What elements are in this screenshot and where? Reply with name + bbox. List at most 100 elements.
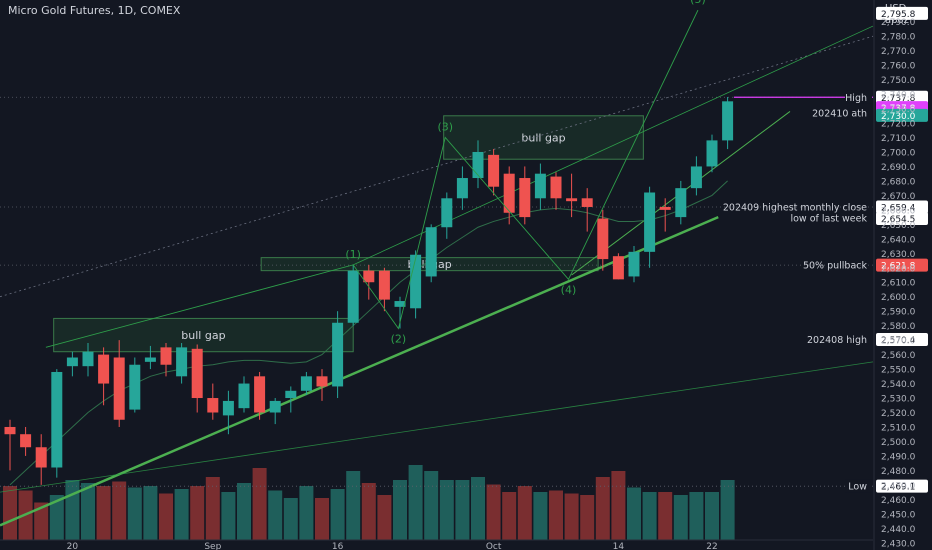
candle-body	[472, 151, 484, 179]
bull-gap-label: bull gap	[181, 329, 225, 342]
candle-body	[441, 198, 453, 228]
candle-body	[129, 364, 141, 410]
price-label-bg	[876, 479, 928, 493]
volume-bar	[65, 480, 80, 540]
candle-body	[706, 140, 718, 167]
volume-bar	[486, 484, 501, 540]
volume-bar	[361, 483, 376, 540]
price-tick-label: 2,580.0	[881, 322, 916, 332]
elliott-wave-path	[45, 9, 699, 348]
level-note-bg	[845, 90, 872, 104]
price-label-bg	[876, 258, 928, 272]
price-tick-label: 2,430.0	[881, 539, 916, 549]
volume-bar	[237, 483, 251, 540]
bull-gap-zone	[53, 317, 354, 353]
wave-label: (3)	[437, 121, 453, 134]
volume-bar	[190, 486, 205, 540]
bull-gap-label: bull gap	[521, 132, 565, 145]
volume-bar	[673, 495, 688, 540]
volume-bar	[346, 471, 361, 540]
price-tick-label: 2,460.0	[881, 496, 916, 506]
candle-body	[690, 166, 702, 189]
candle-body	[254, 376, 266, 413]
volume-bar	[517, 486, 532, 540]
price-label: 2,469.1	[881, 483, 915, 493]
price-tick-label: 2,440.0	[881, 525, 916, 535]
wave-label: (2)	[391, 333, 407, 346]
price-tick-label: 2,620.0	[881, 264, 916, 274]
volume-bar	[408, 465, 423, 540]
price-label: 2,737.8	[881, 94, 916, 104]
volume-bar	[112, 481, 127, 540]
time-tick-label: 14	[613, 542, 625, 550]
candle-body	[581, 198, 593, 207]
price-tick-label: 2,560.0	[881, 351, 916, 361]
price-tick-label: 2,490.0	[881, 452, 916, 462]
candle-body	[644, 192, 656, 252]
volume-bar	[549, 490, 563, 540]
level-note: 202408 high	[807, 335, 867, 346]
volume-bar	[221, 492, 236, 540]
candle-body	[488, 154, 500, 187]
candle-body	[425, 227, 437, 277]
volume-bar	[533, 492, 548, 540]
volume-bar	[424, 471, 439, 540]
level-note: Low	[848, 482, 867, 493]
candle-body	[628, 251, 640, 277]
price-tick-label: 2,680.0	[881, 177, 916, 187]
candle-body	[285, 390, 297, 399]
volume-bar	[580, 495, 595, 540]
price-tick-label: 2,570.0	[881, 337, 916, 347]
candle-body	[534, 173, 546, 199]
upper-dotted-channel	[0, 35, 874, 298]
volume-bar	[268, 490, 283, 540]
candle-body	[675, 188, 687, 218]
price-tick-label: 2,450.0	[881, 510, 916, 520]
wave-label: (4)	[561, 283, 577, 296]
volume-bar	[96, 486, 111, 540]
volume-bar	[393, 480, 407, 540]
price-tick-label: 2,530.0	[881, 395, 916, 405]
price-tick-label: 2,640.0	[881, 235, 916, 245]
volume-bar	[34, 502, 49, 540]
volume-bar	[205, 477, 220, 540]
volume-bar	[689, 492, 704, 540]
volume-bar	[315, 498, 329, 540]
volume-bar	[720, 480, 735, 540]
wave-label: (5)	[690, 0, 706, 6]
volume-bar	[439, 480, 454, 540]
candle-body	[503, 173, 515, 213]
price-tick-label: 2,670.0	[881, 192, 916, 202]
candle-body	[20, 434, 32, 448]
scale-mode-label[interactable]: apoz	[885, 15, 909, 26]
price-tick-label: 2,720.0	[881, 120, 916, 130]
price-tick-label: 2,630.0	[881, 250, 916, 260]
price-label: 2,795.8	[881, 10, 916, 20]
volume-bar	[377, 495, 392, 540]
candle-body	[191, 348, 203, 399]
volume-bar	[705, 492, 719, 540]
level-note: High	[845, 93, 867, 104]
price-tick-label: 2,610.0	[881, 279, 916, 289]
candle-body	[363, 270, 375, 283]
candle-body	[597, 218, 609, 260]
price-label-bg	[876, 200, 928, 214]
candle-body	[98, 354, 110, 384]
wave-label: (1)	[345, 248, 361, 261]
volume-bar	[642, 492, 657, 540]
candle-body	[410, 254, 422, 309]
price-tick-label: 2,470.0	[881, 481, 916, 491]
candle-body	[566, 198, 578, 202]
time-tick-label: 16	[332, 542, 344, 550]
price-tick-label: 2,600.0	[881, 293, 916, 303]
candle-body	[144, 357, 156, 362]
volume-bar	[252, 468, 267, 540]
time-tick-label: Sep	[204, 542, 221, 550]
volume-bar	[174, 489, 189, 540]
volume-bar	[159, 493, 173, 540]
price-tick-label: 2,510.0	[881, 423, 916, 433]
volume-bar	[611, 471, 626, 540]
price-tick-label: 2,760.0	[881, 62, 916, 72]
level-note: low of last week	[790, 213, 867, 224]
